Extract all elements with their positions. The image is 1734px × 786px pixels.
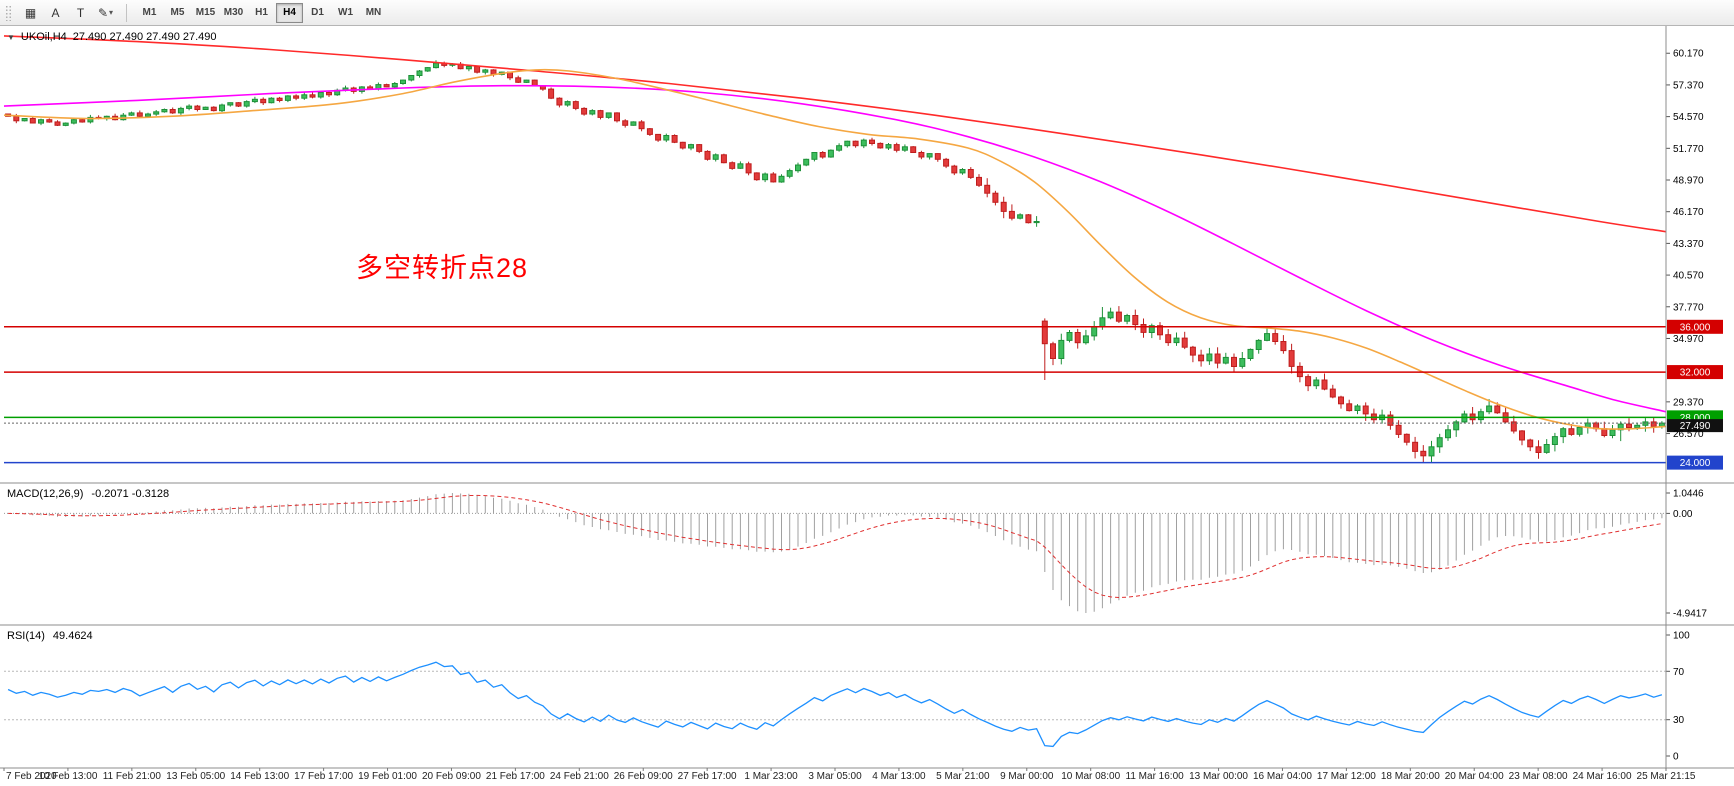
ohlc-values: 27.490 27.490 27.490 27.490 <box>72 31 217 43</box>
time-axis-label: 14 Feb 13:00 <box>230 771 289 782</box>
level-label-box <box>1667 319 1723 334</box>
rsi-line <box>7 661 1663 748</box>
toolbar-grip[interactable] <box>5 4 12 21</box>
timeframe-button-m5[interactable]: M5 <box>170 7 185 18</box>
macd-header: MACD(12,26,9) -0.2071 -0.3128 <box>7 488 169 500</box>
toolbar-separator <box>126 3 127 22</box>
price-tick-label: 26.570 <box>1673 429 1704 440</box>
timeframe-button-m15[interactable]: M15 <box>195 7 216 18</box>
time-axis-label: 7 Feb 2020 <box>6 771 57 782</box>
price-tick-label: 43.370 <box>1673 239 1704 250</box>
rsi-axis-label: 30 <box>1673 715 1685 726</box>
time-axis-label: 10 Mar 08:00 <box>1061 771 1120 782</box>
ma-slow-line <box>3 35 1667 233</box>
rsi-title: RSI(14) <box>7 630 45 642</box>
candles-layer <box>5 60 1665 463</box>
price-tick-label: 54.570 <box>1673 112 1704 123</box>
time-axis-label: 17 Mar 12:00 <box>1317 771 1376 782</box>
timeframe-buttons-group: M1 M5 M15 M30 H1 H4 D1 W1 MN <box>136 2 387 23</box>
current-price-label: 27.490 <box>1680 421 1711 432</box>
time-axis-label: 19 Feb 01:00 <box>358 771 417 782</box>
macd-histogram <box>15 493 1663 613</box>
time-axis-label: 25 Mar 21:15 <box>1637 771 1696 782</box>
time-axis-label: 13 Mar 00:00 <box>1189 771 1248 782</box>
time-axis-label: 1 Mar 23:00 <box>744 771 798 782</box>
price-tick-label: 46.170 <box>1673 207 1704 218</box>
time-axis-label: 20 Feb 09:00 <box>422 771 481 782</box>
time-axis-label: 4 Mar 13:00 <box>872 771 926 782</box>
time-axis-label: 9 Mar 00:00 <box>1000 771 1054 782</box>
time-axis-label: 13 Feb 05:00 <box>166 771 225 782</box>
timeframe-button-h4[interactable]: H4 <box>276 2 303 23</box>
chart-canvas[interactable]: 36.000 32.000 28.000 24.000 27.490 60.170 57.3… <box>0 26 1734 786</box>
rsi-axis-label: 0 <box>1673 752 1679 763</box>
level-label-box <box>1667 455 1723 470</box>
macd-axis-label: -4.9417 <box>1673 609 1707 620</box>
current-price-box <box>1667 419 1723 433</box>
timeframe-button-mn[interactable]: MN <box>365 7 382 18</box>
time-axis-label: 20 Mar 04:00 <box>1445 771 1504 782</box>
macd-axis-label: 0.00 <box>1673 509 1693 520</box>
time-axis-label: 10 Feb 13:00 <box>38 771 97 782</box>
time-axis-label: 24 Feb 21:00 <box>550 771 609 782</box>
macd-signal-line <box>8 494 1662 599</box>
time-axis-label: 16 Mar 04:00 <box>1253 771 1312 782</box>
level-label: 28.000 <box>1680 413 1711 424</box>
price-tick-label: 37.770 <box>1673 302 1704 313</box>
level-label: 36.000 <box>1680 322 1711 333</box>
rsi-axis-label: 100 <box>1673 631 1690 642</box>
time-axis-label: 3 Mar 05:00 <box>808 771 862 782</box>
arrow-a-tool-button[interactable]: A <box>51 5 60 20</box>
tool-buttons-group: ▦ A T ✎ ▾ <box>19 3 117 23</box>
chart-annotation-text[interactable]: 多空转折点28 <box>356 253 529 283</box>
rsi-axis-label: 70 <box>1673 667 1685 678</box>
macd-axis-label: 1.0446 <box>1673 489 1704 500</box>
price-tick-label: 51.770 <box>1673 144 1704 155</box>
time-axis-label: 18 Mar 20:00 <box>1381 771 1440 782</box>
rsi-value: 49.4624 <box>52 630 93 642</box>
one-click-trading-toggle[interactable]: ▼ <box>7 32 15 42</box>
timeframe-button-h1[interactable]: H1 <box>255 7 268 18</box>
time-axis-label: 21 Feb 17:00 <box>486 771 545 782</box>
level-label: 32.000 <box>1680 368 1711 379</box>
symbol-timeframe-label: UKOil,H4 <box>20 31 67 43</box>
symbol-header: ▼ UKOil,H4 27.490 27.490 27.490 27.490 <box>7 31 217 43</box>
price-tick-label: 34.970 <box>1673 334 1704 345</box>
price-tick-label: 29.370 <box>1673 397 1704 408</box>
timeframe-button-m30[interactable]: M30 <box>223 7 244 18</box>
draw-tool-button[interactable]: ✎ ▾ <box>97 5 114 20</box>
timeframe-button-m1[interactable]: M1 <box>142 7 157 18</box>
draw-tool-caret-icon: ▾ <box>109 8 114 17</box>
price-tick-label: 57.370 <box>1673 80 1704 91</box>
time-axis-label: 24 Mar 16:00 <box>1573 771 1632 782</box>
level-label: 24.000 <box>1680 458 1711 469</box>
time-axis-label: 23 Mar 08:00 <box>1509 771 1568 782</box>
macd-title: MACD(12,26,9) <box>7 488 84 500</box>
price-tick-label: 60.170 <box>1673 49 1704 60</box>
time-axis-label: 27 Feb 17:00 <box>678 771 737 782</box>
toolbar: ▦ A T ✎ ▾ M1 M5 M15 M30 H1 H4 D1 W1 MN <box>0 0 1734 26</box>
time-axis-label: 5 Mar 21:00 <box>936 771 990 782</box>
price-tick-label: 48.970 <box>1673 176 1704 187</box>
time-axis-label: 11 Feb 21:00 <box>103 771 162 782</box>
time-axis-label: 17 Feb 17:00 <box>294 771 353 782</box>
time-axis-label: 11 Mar 16:00 <box>1126 771 1185 782</box>
level-label-box <box>1667 365 1723 380</box>
ma-medium-line <box>3 84 1667 413</box>
chart-stage: 36.000 32.000 28.000 24.000 27.490 60.170 57.3… <box>0 26 1734 786</box>
time-axis-label: 26 Feb 09:00 <box>614 771 673 782</box>
macd-values: -0.2071 -0.3128 <box>91 488 170 500</box>
price-tick-label: 40.570 <box>1673 271 1704 282</box>
text-tool-button[interactable]: T <box>76 5 85 20</box>
rsi-header: RSI(14) 49.4624 <box>7 630 93 642</box>
ma-fast-line <box>3 68 1667 430</box>
timeframe-button-d1[interactable]: D1 <box>311 7 324 18</box>
grid-tool-button[interactable]: ▦ <box>24 5 37 20</box>
timeframe-button-w1[interactable]: W1 <box>338 7 353 18</box>
